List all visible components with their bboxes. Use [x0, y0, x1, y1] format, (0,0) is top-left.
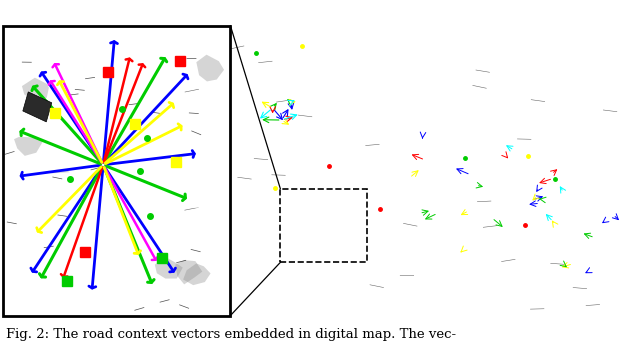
Bar: [280, 189, 367, 262]
Polygon shape: [23, 92, 52, 122]
Text: Fig. 2: The road context vectors embedded in digital map. The vec-: Fig. 2: The road context vectors embedde…: [6, 328, 456, 341]
